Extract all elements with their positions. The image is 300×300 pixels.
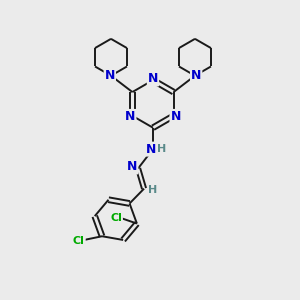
Text: N: N [148,73,158,85]
Text: N: N [125,110,136,123]
Text: H: H [157,143,166,154]
Text: Cl: Cl [110,213,122,223]
Text: N: N [105,69,115,82]
Text: N: N [127,160,137,173]
Text: N: N [170,110,181,123]
Text: H: H [148,185,158,195]
Text: N: N [146,142,157,156]
Text: Cl: Cl [73,236,85,246]
Text: N: N [191,69,201,82]
